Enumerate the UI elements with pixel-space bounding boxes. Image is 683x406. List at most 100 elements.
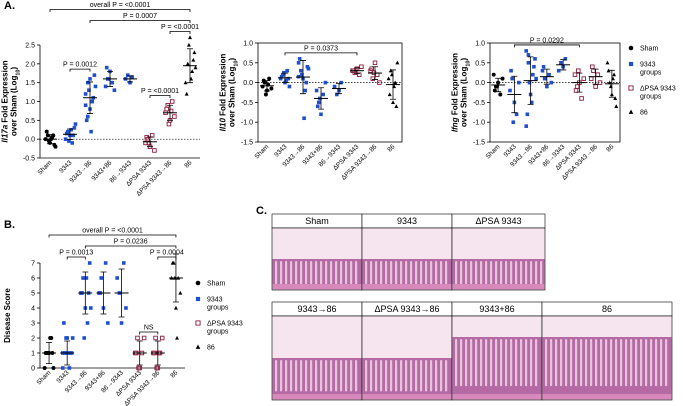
data-point xyxy=(60,366,65,370)
y-axis-label-part: Ifng xyxy=(451,117,460,132)
data-point xyxy=(593,84,598,89)
crypt xyxy=(610,339,613,387)
legend-marker xyxy=(195,280,201,286)
data-point xyxy=(69,127,73,132)
crypt xyxy=(390,261,393,285)
data-point xyxy=(51,133,56,138)
y-axis-label: over Sham (Log10) xyxy=(228,58,240,128)
y-axis-label: Il10 Fold Expression xyxy=(219,53,228,131)
x-tick-label: 86 xyxy=(386,143,396,153)
p-value-label: P = 0.0013 xyxy=(59,250,93,257)
y-tick-label: 2.0 xyxy=(25,61,35,68)
muscle-layer xyxy=(272,394,362,400)
error-bar xyxy=(264,80,270,92)
crypt xyxy=(460,261,463,285)
crypt xyxy=(280,360,283,392)
data-point xyxy=(393,80,398,85)
data-point xyxy=(287,84,292,89)
significance-bracket xyxy=(66,256,86,260)
crypt xyxy=(335,261,338,285)
data-point xyxy=(121,261,126,265)
crypt xyxy=(310,360,313,392)
y-tick-label: -1.0 xyxy=(473,120,485,127)
crypt xyxy=(285,360,288,392)
y-axis-label-part: Il10 xyxy=(219,118,228,132)
data-point xyxy=(89,129,93,134)
data-point xyxy=(556,68,561,73)
legend-label: 86 xyxy=(640,110,648,117)
data-point xyxy=(286,76,291,81)
crypt xyxy=(405,261,408,285)
data-point xyxy=(92,73,97,77)
y-tick-label: 1 xyxy=(31,351,35,358)
crypt xyxy=(295,360,298,392)
p-value-label: P = 0.0292 xyxy=(530,37,564,44)
data-point xyxy=(263,92,268,97)
data-point xyxy=(377,80,382,85)
y-axis-label: over Sham (Log10) xyxy=(10,67,22,137)
data-point xyxy=(70,336,75,340)
data-point xyxy=(516,80,521,85)
crypt xyxy=(425,261,428,285)
panel-label: B. xyxy=(4,219,15,231)
data-point xyxy=(545,84,549,89)
data-point xyxy=(90,99,94,104)
y-axis-label-part: over Sham (Log xyxy=(10,76,19,137)
data-point xyxy=(278,76,283,81)
legend-marker xyxy=(628,61,634,67)
y-tick-label: 0.5 xyxy=(475,60,485,67)
crypt xyxy=(405,360,408,392)
data-point xyxy=(103,261,108,265)
legend-label: groups xyxy=(640,94,662,101)
y-axis-label-part: Fold Expression xyxy=(1,60,10,125)
crypt xyxy=(455,261,458,285)
data-point xyxy=(112,88,117,92)
data-point xyxy=(152,148,157,153)
y-tick-label: -0.5 xyxy=(241,100,253,107)
data-point xyxy=(170,260,175,265)
legend-label: groups xyxy=(640,70,662,77)
data-point xyxy=(579,96,584,101)
significance-bracket xyxy=(48,234,177,238)
data-point xyxy=(88,77,92,81)
image-label: 9343→86 xyxy=(297,304,336,314)
data-point xyxy=(85,321,90,325)
y-axis-label-part: ) xyxy=(10,67,19,70)
data-point xyxy=(525,112,530,117)
error-bar xyxy=(560,59,567,71)
data-point xyxy=(509,68,513,73)
data-point xyxy=(613,96,618,101)
data-point xyxy=(542,76,547,81)
data-point xyxy=(595,72,601,77)
data-point xyxy=(83,103,88,108)
data-point xyxy=(67,366,72,370)
data-point xyxy=(89,306,93,310)
data-point xyxy=(314,88,319,93)
crypt xyxy=(460,339,463,387)
error-bar xyxy=(118,268,125,318)
legend-label: 9343 xyxy=(207,297,223,304)
crypt xyxy=(365,360,368,392)
data-point xyxy=(99,276,104,280)
significance-bracket xyxy=(89,20,191,23)
y-tick-label: 0.0 xyxy=(243,80,253,87)
x-tick-label: Sham xyxy=(253,143,270,160)
data-point xyxy=(498,92,503,97)
data-point xyxy=(491,72,496,77)
y-tick-label: 0 xyxy=(31,366,35,373)
data-point xyxy=(303,88,307,93)
significance-bracket xyxy=(139,331,159,335)
data-point xyxy=(279,74,284,79)
crypt xyxy=(615,339,618,387)
p-value-label: P = <0.0001 xyxy=(141,88,179,95)
x-tick-label: ΔPSA 9343→86 xyxy=(135,159,173,197)
data-point xyxy=(93,84,98,89)
data-point xyxy=(166,121,172,127)
y-axis-label-part: over Sham (Log xyxy=(460,67,469,128)
x-tick-label: Sham xyxy=(36,369,53,386)
crypt xyxy=(285,261,288,285)
image-label: 9343 xyxy=(397,216,417,226)
y-tick-label: -0.5 xyxy=(473,100,485,107)
data-point xyxy=(106,321,110,325)
data-point xyxy=(306,66,311,71)
